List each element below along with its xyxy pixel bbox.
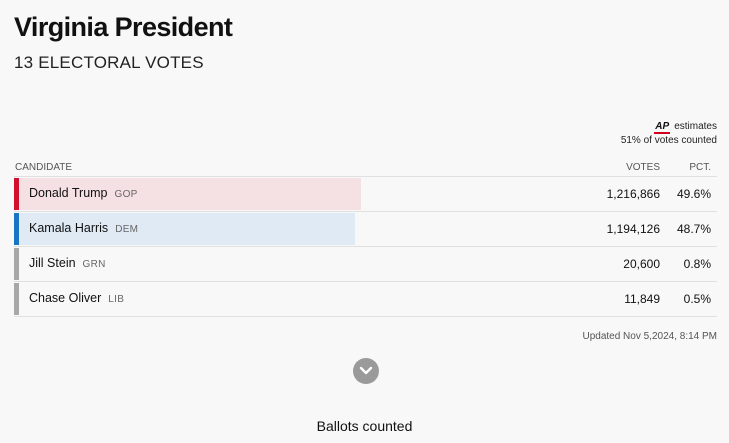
candidate-name: Jill Stein GRN — [29, 256, 106, 270]
vote-share-bar — [14, 178, 361, 210]
party-label: DEM — [115, 224, 139, 235]
vote-count: 11,849 — [624, 292, 660, 306]
candidate-name: Chase Oliver LIB — [29, 291, 124, 305]
candidate-name-text: Jill Stein — [29, 256, 76, 270]
vote-percent: 49.6% — [676, 187, 711, 201]
party-label: LIB — [108, 294, 125, 305]
page-subtitle: 13 ELECTORAL VOTES — [14, 53, 204, 72]
ballots-counted-heading: Ballots counted — [316, 418, 413, 434]
page-title: Virginia President — [14, 12, 233, 42]
vote-count: 1,194,126 — [606, 222, 660, 236]
ap-estimates: AP estimates 51% of votes counted — [621, 120, 717, 148]
ap-logo: AP — [654, 121, 671, 134]
vote-share-bar — [14, 213, 355, 245]
party-stripe — [14, 248, 19, 280]
party-stripe — [14, 178, 19, 210]
column-pct: PCT. — [689, 162, 711, 173]
ap-estimates-label: estimates — [674, 121, 717, 132]
vote-count: 20,600 — [623, 257, 660, 271]
candidate-name-text: Donald Trump — [29, 186, 108, 200]
vote-percent: 0.5% — [683, 292, 711, 306]
vote-percent: 0.8% — [683, 257, 711, 271]
party-label: GOP — [114, 189, 138, 200]
table-header: CANDIDATE VOTES PCT. — [14, 158, 717, 177]
party-label: GRN — [82, 259, 106, 270]
candidate-row: Jill Stein GRN 20,600 0.8% — [14, 247, 717, 282]
party-stripe — [14, 213, 19, 245]
updated-timestamp: Updated Nov 5,2024, 8:14 PM — [582, 331, 717, 342]
vote-percent: 48.7% — [676, 222, 711, 236]
candidate-row: Donald Trump GOP 1,216,866 49.6% — [14, 177, 717, 212]
chevron-down-icon — [359, 366, 373, 375]
expand-button[interactable] — [353, 358, 379, 384]
candidate-name: Donald Trump GOP — [29, 186, 138, 200]
party-stripe — [14, 283, 19, 315]
column-votes: VOTES — [626, 162, 660, 173]
candidate-name-text: Chase Oliver — [29, 291, 102, 305]
votes-counted-label: 51% of votes counted — [620, 135, 717, 146]
candidate-row: Chase Oliver LIB 11,849 0.5% — [14, 282, 717, 317]
vote-count: 1,216,866 — [606, 187, 660, 201]
candidate-row: Kamala Harris DEM 1,194,126 48.7% — [14, 212, 717, 247]
candidate-name: Kamala Harris DEM — [29, 221, 138, 235]
column-candidate: CANDIDATE — [15, 162, 73, 173]
results-table: CANDIDATE VOTES PCT. Donald Trump GOP 1,2… — [14, 158, 717, 317]
candidate-name-text: Kamala Harris — [29, 221, 109, 235]
